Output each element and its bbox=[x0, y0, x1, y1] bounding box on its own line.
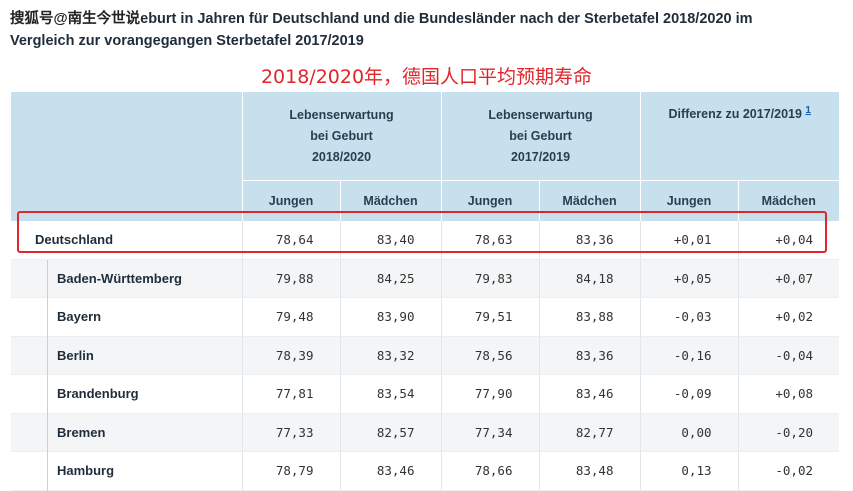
table-row: Hamburg 78,79 83,46 78,66 83,48 0,13 -0,02 bbox=[11, 451, 840, 491]
table-cell: 83,36 bbox=[538, 336, 640, 375]
table-cell: 77,33 bbox=[241, 413, 340, 452]
table-cell: 83,48 bbox=[538, 451, 640, 491]
header-group-2018-2020: Lebenserwartung bei Geburt 2018/2020 bbox=[241, 92, 441, 181]
table-cell: -0,04 bbox=[737, 336, 840, 375]
table-row: Baden-Württemberg 79,88 84,25 79,83 84,18 +0,… bbox=[11, 259, 840, 298]
table-cell: 79,88 bbox=[241, 259, 340, 298]
table-cell: +0,07 bbox=[737, 259, 840, 298]
table-cell: 83,46 bbox=[339, 451, 441, 491]
table-cell: 78,39 bbox=[241, 336, 340, 375]
subheader-jungen: Jungen bbox=[440, 180, 539, 221]
table-cell: +0,02 bbox=[737, 297, 840, 337]
table-cell: 82,57 bbox=[339, 413, 441, 452]
subheader-maedchen: Mädchen bbox=[339, 180, 441, 221]
table-cell: -0,03 bbox=[639, 297, 738, 337]
header-corner bbox=[11, 92, 242, 221]
table-cell: 78,66 bbox=[440, 451, 539, 491]
subheader-jungen: Jungen bbox=[241, 180, 340, 221]
red-annotation: 2018/2020年，德国人口平均预期寿命 bbox=[260, 66, 593, 88]
caption-line-2: Vergleich zur vorangegangen Sterbetafel … bbox=[10, 33, 364, 49]
table-cell: 83,36 bbox=[538, 221, 640, 260]
subheader-maedchen: Mädchen bbox=[538, 180, 640, 221]
footnote-link[interactable]: 1 bbox=[805, 105, 811, 116]
table-cell: 0,00 bbox=[639, 413, 738, 452]
table-cell: 83,54 bbox=[339, 374, 441, 414]
table-cell: 78,56 bbox=[440, 336, 539, 375]
row-label: Deutschland bbox=[11, 221, 242, 260]
watermark-text: 搜狐号@南生今世说 bbox=[10, 11, 141, 27]
table-row: Deutschland 78,64 83,40 78,63 83,36 +0,01 +0,0… bbox=[11, 221, 840, 260]
table-cell: +0,05 bbox=[639, 259, 738, 298]
row-label: Bayern bbox=[11, 297, 242, 337]
table-cell: -0,09 bbox=[639, 374, 738, 414]
subheader-maedchen: Mädchen bbox=[737, 180, 840, 221]
header-group-difference: Differenz zu 2017/2019 1 bbox=[639, 92, 840, 181]
table-cell: 79,83 bbox=[440, 259, 539, 298]
table-cell: 83,90 bbox=[339, 297, 441, 337]
table-cell: +0,04 bbox=[737, 221, 840, 260]
table-row: Berlin 78,39 83,32 78,56 83,36 -0,16 -0,04 bbox=[11, 336, 840, 375]
table-cell: -0,02 bbox=[737, 451, 840, 491]
table-cell: 84,18 bbox=[538, 259, 640, 298]
table-cell: +0,01 bbox=[639, 221, 738, 260]
table-caption: 搜狐号@南生今世说eburt in Jahren für Deutschland… bbox=[10, 8, 840, 52]
row-label: Berlin bbox=[11, 336, 242, 375]
table-cell: 79,48 bbox=[241, 297, 340, 337]
table-cell: 78,64 bbox=[241, 221, 340, 260]
row-label: Brandenburg bbox=[11, 374, 242, 414]
table-cell: 77,90 bbox=[440, 374, 539, 414]
table-cell: 78,63 bbox=[440, 221, 539, 260]
table-row: Bayern 79,48 83,90 79,51 83,88 -0,03 +0,02 bbox=[11, 297, 840, 337]
table-cell: -0,16 bbox=[639, 336, 738, 375]
table-cell: +0,08 bbox=[737, 374, 840, 414]
table-cell: 83,32 bbox=[339, 336, 441, 375]
row-label: Hamburg bbox=[11, 451, 242, 491]
caption-line-1: eburt in Jahren für Deutschland und die … bbox=[140, 11, 753, 27]
table-cell: 79,51 bbox=[440, 297, 539, 337]
table-cell: 83,46 bbox=[538, 374, 640, 414]
row-label: Bremen bbox=[11, 413, 242, 452]
table-cell: 83,40 bbox=[339, 221, 441, 260]
header-group-2017-2019: Lebenserwartung bei Geburt 2017/2019 bbox=[440, 92, 640, 181]
table-row: Bremen 77,33 82,57 77,34 82,77 0,00 -0,20 bbox=[11, 413, 840, 452]
row-label: Baden-Württemberg bbox=[11, 259, 242, 298]
life-expectancy-table: Lebenserwartung bei Geburt 2018/2020 Leben… bbox=[11, 92, 840, 491]
subheader-jungen: Jungen bbox=[639, 180, 738, 221]
table-cell: 78,79 bbox=[241, 451, 340, 491]
table-cell: 77,34 bbox=[440, 413, 539, 452]
table-row: Brandenburg 77,81 83,54 77,90 83,46 -0,09 +0,0… bbox=[11, 374, 840, 414]
table-cell: -0,20 bbox=[737, 413, 840, 452]
table-cell: 77,81 bbox=[241, 374, 340, 414]
table-cell: 0,13 bbox=[639, 451, 738, 491]
table-cell: 84,25 bbox=[339, 259, 441, 298]
table-cell: 82,77 bbox=[538, 413, 640, 452]
table-cell: 83,88 bbox=[538, 297, 640, 337]
